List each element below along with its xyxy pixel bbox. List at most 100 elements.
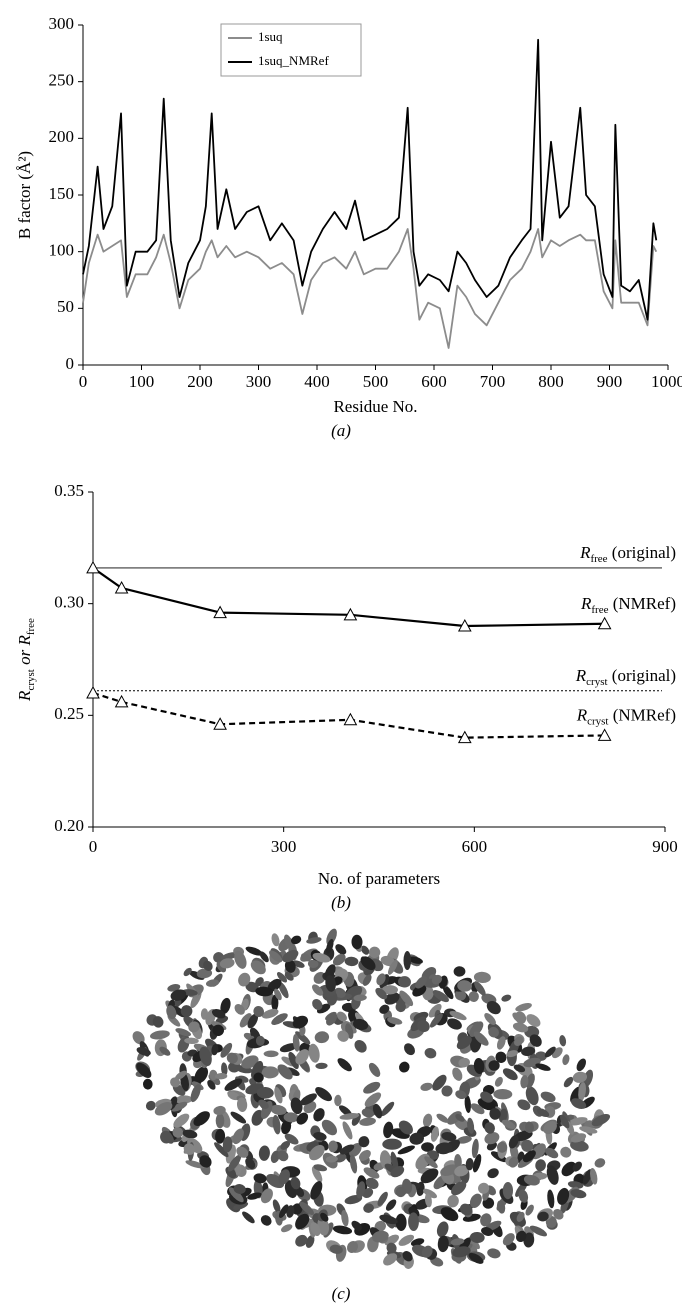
ellipsoid: [513, 1064, 526, 1073]
ellipsoid: [250, 960, 266, 975]
ellipsoid: [253, 1005, 264, 1018]
ellipsoid: [342, 1121, 353, 1140]
ellipsoid: [193, 1111, 210, 1127]
ellipsoid: [362, 1187, 374, 1199]
ellipsoid: [359, 1117, 376, 1126]
ellipsoid: [515, 1003, 532, 1012]
ellipsoid: [284, 972, 294, 981]
ellipsoid: [424, 1193, 432, 1208]
ellipsoid: [236, 1097, 248, 1112]
ellipsoid: [525, 1121, 534, 1134]
ellipsoid: [324, 964, 336, 980]
ellipsoid: [529, 1225, 548, 1237]
ellipsoid: [388, 959, 398, 975]
ellipsoid: [456, 1135, 472, 1144]
x-tick-label: 900: [597, 372, 623, 391]
ellipsoid: [255, 986, 274, 997]
ellipsoid: [522, 1150, 536, 1163]
legend-label: 1suq: [258, 29, 283, 44]
ellipsoid: [274, 988, 282, 1001]
ellipsoid: [358, 1149, 371, 1161]
structure-image: [132, 928, 611, 1269]
ellipsoid: [398, 976, 411, 988]
ellipsoid: [363, 1081, 381, 1094]
ellipsoid: [335, 944, 347, 955]
ellipsoid: [495, 1051, 507, 1063]
ellipsoid: [441, 1132, 457, 1142]
ellipsoid: [454, 1154, 462, 1169]
ellipsoid: [224, 1078, 243, 1091]
series-line: [92, 691, 605, 739]
triangle-marker: [114, 580, 129, 594]
ellipsoid: [484, 1122, 495, 1134]
ellipsoid: [561, 1161, 577, 1177]
ellipsoid: [277, 1064, 293, 1080]
ellipsoid: [205, 979, 220, 987]
ellipsoid: [403, 951, 412, 970]
ellipsoid: [570, 1140, 589, 1152]
ellipsoid: [442, 985, 454, 1000]
ellipsoid: [430, 1126, 439, 1142]
ellipsoid: [529, 1034, 542, 1047]
ellipsoid: [496, 1036, 506, 1050]
ellipsoid: [488, 1026, 499, 1038]
ellipsoid: [305, 1235, 315, 1248]
ellipsoid: [247, 1192, 262, 1200]
ellipsoid: [295, 1213, 310, 1230]
ellipsoid: [563, 1076, 574, 1088]
ellipsoid: [236, 1146, 249, 1158]
ellipsoid: [215, 1072, 228, 1080]
ellipsoid: [321, 1119, 337, 1136]
ellipsoid: [227, 1154, 242, 1172]
series-line: [82, 38, 658, 321]
label-rest: (NMRef): [608, 594, 676, 613]
ellipsoid: [312, 998, 323, 1011]
ellipsoid: [353, 1018, 369, 1031]
ellipsoid: [493, 1088, 513, 1100]
ellipsoid: [543, 1121, 557, 1135]
ellipsoid: [358, 1136, 370, 1148]
ellipsoid: [282, 949, 299, 963]
ellipsoid: [263, 1050, 279, 1058]
ellipsoid: [567, 1181, 584, 1189]
ellipsoid: [540, 1091, 556, 1103]
ellipsoid: [470, 1103, 485, 1115]
ellipsoid: [362, 974, 372, 986]
ellipsoid: [214, 1142, 229, 1158]
ellipsoid: [281, 1120, 292, 1135]
label-rest: (original): [608, 666, 676, 685]
ellipsoid: [172, 1127, 184, 1138]
ellipsoid: [339, 1113, 360, 1120]
ellipsoid: [502, 1068, 518, 1081]
ellipsoid: [537, 1211, 549, 1222]
ellipsoid: [579, 1126, 598, 1134]
ellipsoid: [537, 1108, 550, 1118]
label-sub: cryst: [586, 675, 607, 687]
ellipsoid: [313, 1164, 328, 1172]
ellipsoid: [480, 1091, 494, 1103]
ellipsoid: [315, 1087, 332, 1102]
ellipsoid: [517, 1099, 531, 1111]
ellipsoid: [390, 1165, 405, 1178]
ellipsoid: [170, 989, 187, 1001]
ellipsoid: [233, 1202, 249, 1210]
ellipsoid: [145, 1100, 156, 1111]
ellipsoid: [337, 1030, 349, 1042]
ellipsoid: [473, 971, 491, 984]
ellipsoid: [226, 1052, 238, 1064]
ellipsoid: [292, 1015, 309, 1029]
series-label: Rcryst (NMRef): [576, 705, 676, 727]
ellipsoid: [245, 981, 259, 993]
ellipsoid: [458, 1057, 470, 1068]
ellipsoid: [188, 1021, 200, 1033]
series-line: [92, 567, 605, 628]
panel-caption: (c): [332, 1284, 351, 1303]
ellipsoid: [211, 1043, 219, 1056]
ellipsoid: [274, 1087, 283, 1104]
ellipsoid: [307, 959, 319, 969]
ellipsoid: [295, 1031, 311, 1045]
y-tick-label: 100: [49, 241, 75, 260]
ellipsoid: [253, 1173, 267, 1184]
ellipsoid: [299, 1201, 314, 1215]
ellipsoid: [404, 1043, 415, 1056]
